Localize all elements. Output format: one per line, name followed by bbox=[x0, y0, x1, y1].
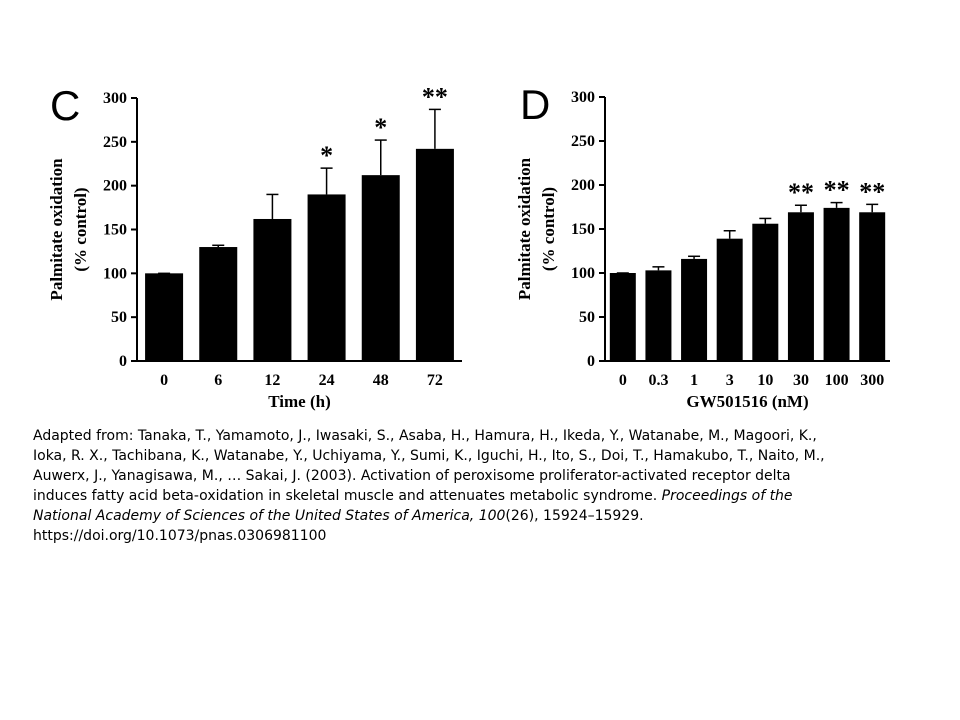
bar bbox=[787, 212, 814, 361]
x-tick-label: 1 bbox=[690, 372, 698, 389]
x-tick-label: 300 bbox=[860, 372, 884, 389]
y-tick-label: 200 bbox=[103, 178, 127, 195]
y-axis-label: (% control) bbox=[539, 187, 558, 271]
citation-line: https://doi.org/10.1073/pnas.0306981100 bbox=[33, 526, 825, 546]
x-tick-label: 0.3 bbox=[648, 372, 668, 389]
x-axis-label: GW501516 (nM) bbox=[686, 392, 808, 411]
bar bbox=[307, 194, 346, 361]
y-tick-label: 200 bbox=[571, 177, 595, 194]
x-tick-label: 100 bbox=[825, 372, 849, 389]
citation-text: https://doi.org/10.1073/pnas.0306981100 bbox=[33, 528, 327, 544]
bar bbox=[415, 148, 454, 361]
significance-label: ** bbox=[824, 176, 850, 205]
panel-label: C bbox=[50, 82, 80, 129]
citation-line: Auwerx, J., Yanagisawa, M., … Sakai, J. … bbox=[33, 466, 825, 486]
y-tick-label: 50 bbox=[579, 309, 595, 326]
y-tick-label: 150 bbox=[103, 222, 127, 239]
y-tick-label: 100 bbox=[103, 265, 127, 282]
citation-text: National Academy of Sciences of the Unit… bbox=[33, 508, 506, 524]
significance-label: ** bbox=[859, 177, 885, 206]
y-axis-label: (% control) bbox=[71, 187, 90, 271]
y-axis-label: Palmitate oxidation bbox=[515, 157, 534, 300]
bar bbox=[361, 175, 400, 361]
y-tick-label: 50 bbox=[111, 309, 127, 326]
bar bbox=[716, 238, 743, 361]
x-tick-label: 0 bbox=[619, 372, 627, 389]
bar bbox=[752, 223, 779, 361]
x-tick-label: 72 bbox=[427, 372, 443, 389]
citation-text: Auwerx, J., Yanagisawa, M., … Sakai, J. … bbox=[33, 468, 791, 484]
x-tick-label: 30 bbox=[793, 372, 809, 389]
citation-line: induces fatty acid beta-oxidation in ske… bbox=[33, 486, 825, 506]
bar bbox=[145, 273, 184, 361]
bar bbox=[681, 258, 708, 361]
x-tick-label: 3 bbox=[726, 372, 734, 389]
x-tick-label: 10 bbox=[757, 372, 773, 389]
y-tick-label: 300 bbox=[571, 89, 595, 106]
citation-text: Proceedings of the bbox=[661, 488, 793, 504]
bar bbox=[253, 218, 292, 361]
y-axis-label: Palmitate oxidation bbox=[47, 158, 66, 301]
x-tick-label: 6 bbox=[214, 372, 222, 389]
bar bbox=[859, 212, 886, 361]
x-tick-label: 24 bbox=[319, 372, 335, 389]
citation-line: Adapted from: Tanaka, T., Yamamoto, J., … bbox=[33, 426, 825, 446]
citation-line: Ioka, R. X., Tachibana, K., Watanabe, Y.… bbox=[33, 446, 825, 466]
significance-label: ** bbox=[422, 82, 448, 111]
y-tick-label: 150 bbox=[571, 221, 595, 238]
citation: Adapted from: Tanaka, T., Yamamoto, J., … bbox=[33, 426, 825, 546]
y-tick-label: 250 bbox=[103, 134, 127, 151]
y-tick-label: 300 bbox=[103, 90, 127, 107]
bar bbox=[823, 207, 850, 361]
citation-text: Adapted from: Tanaka, T., Yamamoto, J., … bbox=[33, 428, 817, 444]
citation-text: (26), 15924–15929. bbox=[505, 508, 644, 524]
x-tick-label: 48 bbox=[373, 372, 389, 389]
y-tick-label: 0 bbox=[587, 353, 595, 370]
citation-text: induces fatty acid beta-oxidation in ske… bbox=[33, 488, 662, 504]
bar bbox=[645, 270, 672, 361]
bar bbox=[199, 247, 238, 361]
citation-line: National Academy of Sciences of the Unit… bbox=[33, 506, 825, 526]
panel-label: D bbox=[520, 81, 550, 128]
x-tick-label: 12 bbox=[264, 372, 280, 389]
significance-label: * bbox=[374, 113, 387, 142]
x-tick-label: 0 bbox=[160, 372, 168, 389]
y-tick-label: 0 bbox=[119, 353, 127, 370]
y-tick-label: 100 bbox=[571, 265, 595, 282]
significance-label: ** bbox=[788, 178, 814, 207]
x-axis-label: Time (h) bbox=[268, 392, 331, 411]
citation-text: Ioka, R. X., Tachibana, K., Watanabe, Y.… bbox=[33, 448, 825, 464]
bar bbox=[609, 273, 636, 361]
y-tick-label: 250 bbox=[571, 133, 595, 150]
significance-label: * bbox=[320, 141, 333, 170]
